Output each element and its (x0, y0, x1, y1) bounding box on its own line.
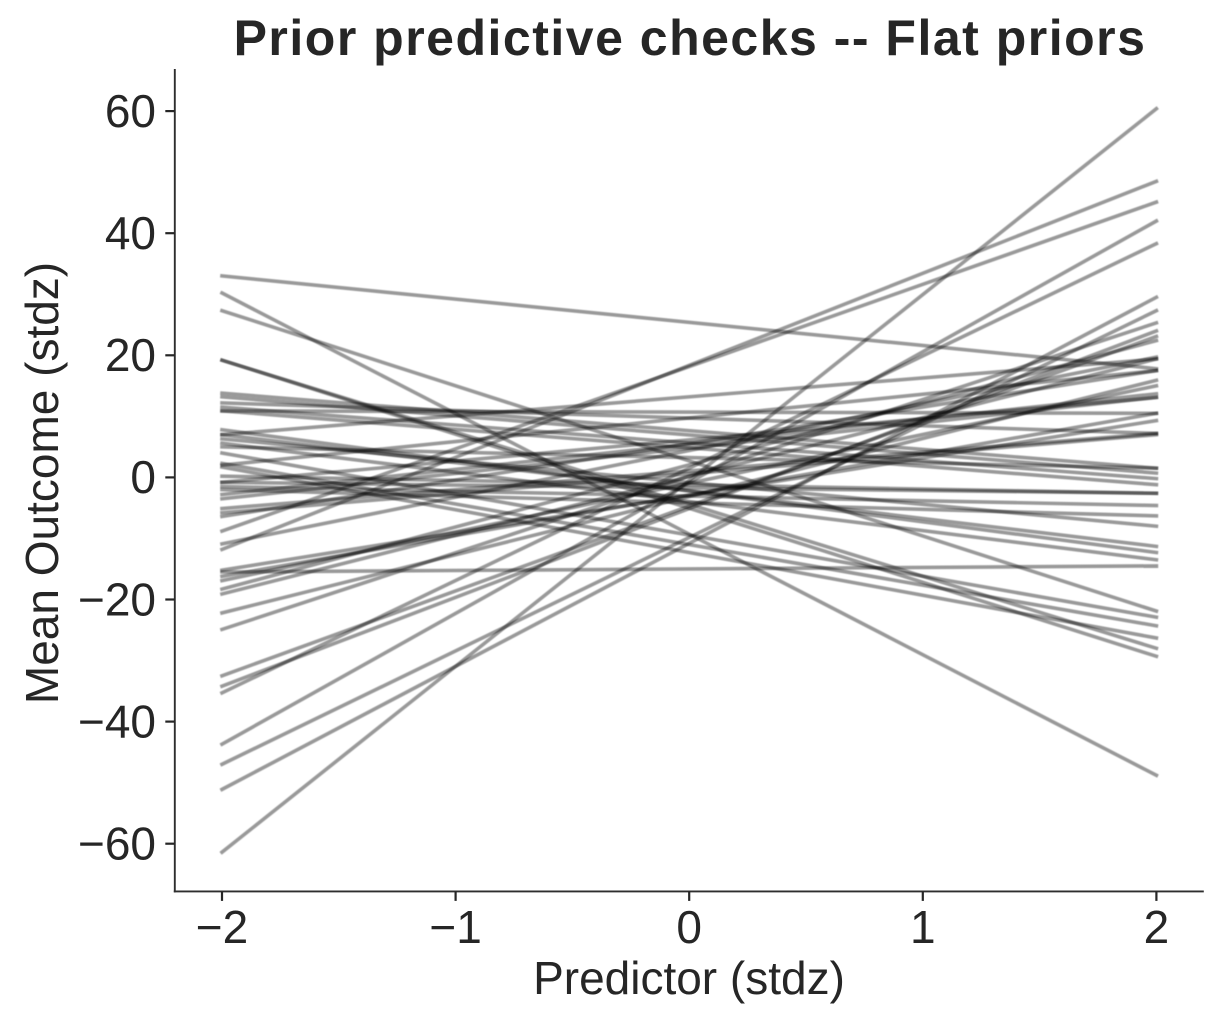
svg-text:−60: −60 (78, 818, 156, 870)
svg-text:−20: −20 (78, 573, 156, 625)
svg-text:0: 0 (676, 901, 702, 953)
svg-text:2: 2 (1144, 901, 1170, 953)
svg-text:−1: −1 (429, 901, 481, 953)
svg-text:0: 0 (130, 451, 156, 503)
svg-text:Prior predictive checks -- Fla: Prior predictive checks -- Flat priors (234, 10, 1147, 66)
svg-text:Mean Outcome (stdz): Mean Outcome (stdz) (16, 262, 68, 704)
svg-text:40: 40 (105, 207, 156, 259)
svg-text:20: 20 (105, 329, 156, 381)
svg-text:1: 1 (910, 901, 936, 953)
svg-text:60: 60 (105, 85, 156, 137)
svg-text:Predictor (stdz): Predictor (stdz) (533, 952, 845, 1004)
svg-text:−2: −2 (196, 901, 248, 953)
svg-text:−40: −40 (78, 695, 156, 747)
